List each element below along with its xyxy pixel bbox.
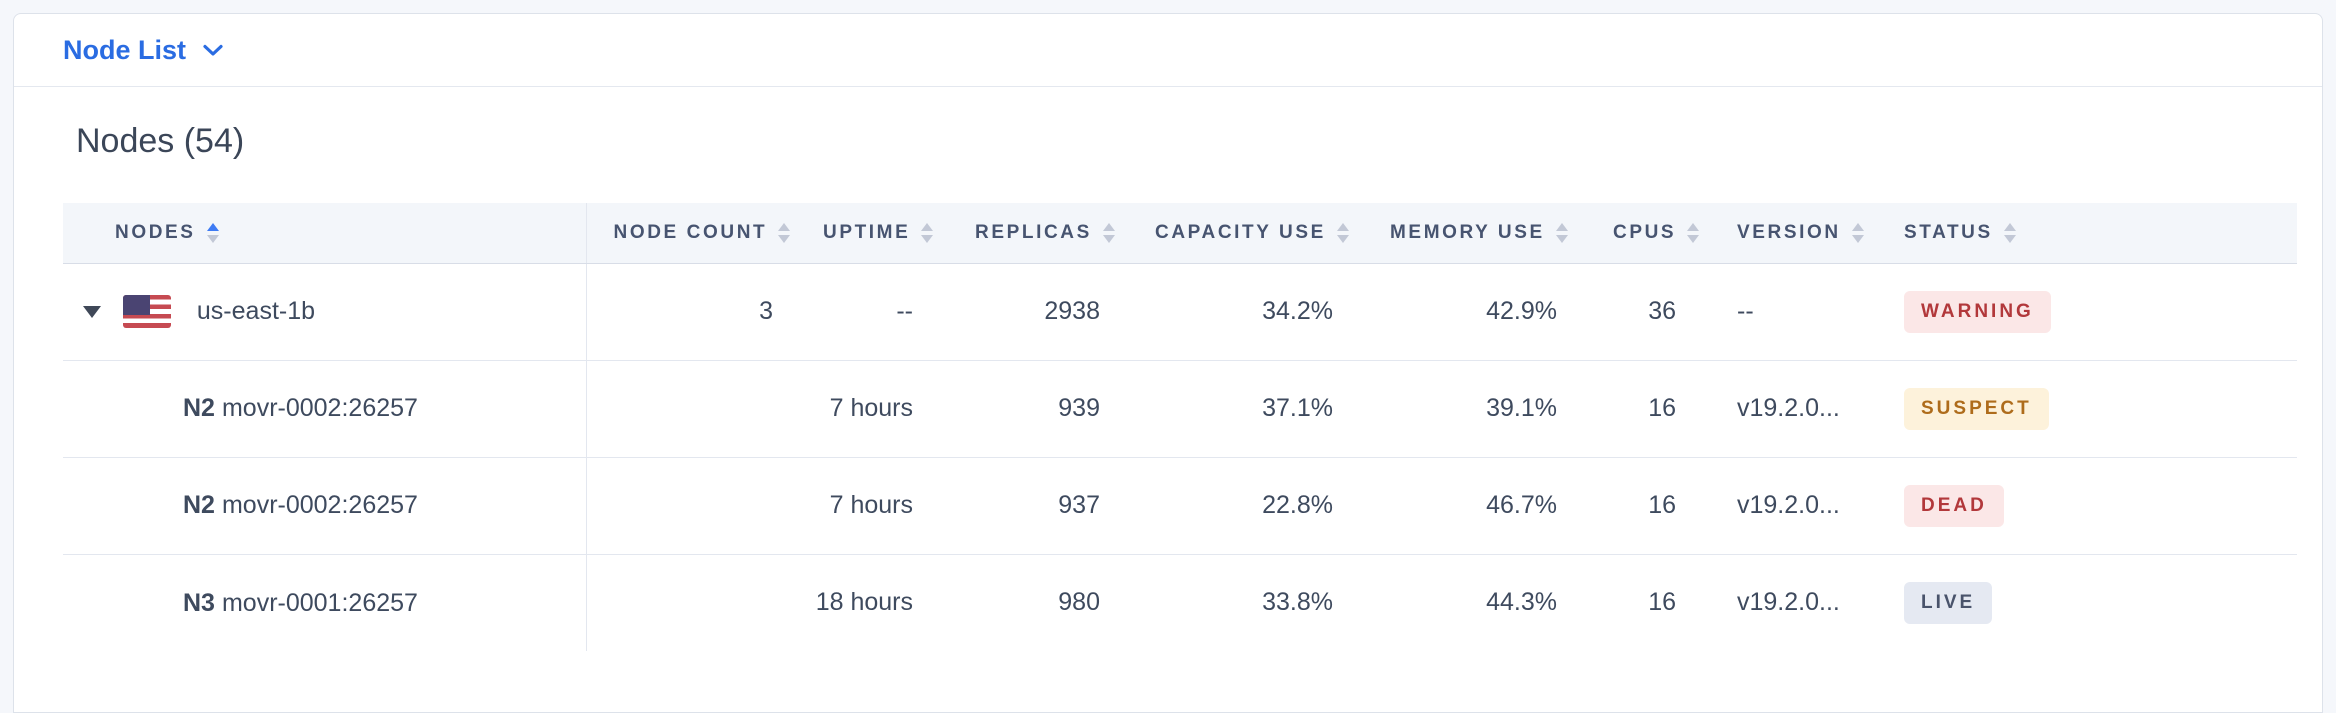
column-header-capacity-use[interactable]: CAPACITY USE [1130, 203, 1362, 264]
version-cell: v19.2.0... [1708, 457, 1878, 555]
capacity-use-cell: 37.1% [1130, 360, 1362, 458]
replicas-cell: 937 [947, 457, 1130, 555]
sort-icon [921, 222, 934, 243]
region-name: us-east-1b [196, 297, 316, 325]
status-cell: WARNING [1878, 263, 2297, 361]
node-id: N3 [183, 588, 215, 617]
column-header-version[interactable]: VERSION [1708, 203, 1878, 264]
view-switcher-bar: Node List [14, 14, 2322, 87]
column-label: NODE COUNT [613, 221, 768, 243]
capacity-use-cell: 34.2% [1130, 263, 1362, 361]
column-header-cpus[interactable]: CPUS [1589, 203, 1708, 264]
page-title: Nodes (54) [76, 122, 245, 160]
view-switcher-label: Node List [63, 34, 187, 65]
node-address: movr-0002:26257 [221, 394, 418, 423]
column-label: UPTIME [823, 221, 911, 243]
memory-use-cell: 42.9% [1362, 263, 1589, 361]
column-label: VERSION [1737, 221, 1841, 243]
column-label: STATUS [1904, 221, 1993, 243]
version-cell: -- [1708, 263, 1878, 361]
column-header-nodes[interactable]: NODES [63, 203, 587, 264]
replicas-cell: 980 [1058, 588, 1100, 617]
sort-icon [1851, 222, 1864, 243]
memory-use-cell: 46.7% [1362, 457, 1589, 555]
uptime-cell: -- [799, 263, 947, 361]
column-header-status[interactable]: STATUS [1878, 203, 2297, 264]
column-header-memory-use[interactable]: MEMORY USE [1362, 203, 1589, 264]
capacity-use-cell: 33.8% [1262, 588, 1333, 617]
table-row-node[interactable]: N2 movr-0002:26257 7 hours 939 37.1% 39.1… [63, 360, 2297, 458]
node-id: N2 [183, 394, 215, 423]
node-address: movr-0001:26257 [221, 588, 418, 617]
node-count-cell [586, 457, 799, 555]
sort-icon [778, 222, 791, 243]
us-flag-icon [122, 295, 171, 328]
uptime-cell: 18 hours [815, 588, 913, 617]
version-cell: v19.2.0... [1737, 588, 1840, 617]
version-cell: v19.2.0... [1708, 360, 1878, 458]
sort-icon [2003, 222, 2016, 243]
status-badge: WARNING [1904, 290, 2051, 333]
column-header-replicas[interactable]: REPLICAS [947, 203, 1130, 264]
uptime-cell: 7 hours [799, 457, 947, 555]
node-list-card: Node List Nodes (54) NODES [13, 13, 2323, 713]
replicas-cell: 2938 [947, 263, 1130, 361]
replicas-cell: 939 [947, 360, 1130, 458]
node-address: movr-0002:26257 [221, 491, 418, 520]
nodes-table: NODES NODE COUNT UPTIME [63, 203, 2297, 651]
node-name: N2 movr-0002:26257 [83, 394, 418, 422]
sort-icon [1687, 222, 1700, 243]
table-row-node[interactable]: N2 movr-0002:26257 7 hours 937 22.8% 46.7… [63, 457, 2297, 555]
status-cell: DEAD [1878, 457, 2297, 555]
sort-icon [1102, 222, 1115, 243]
node-count-cell: 3 [586, 263, 799, 361]
cpus-cell: 16 [1648, 588, 1676, 617]
status-cell: LIVE [1878, 554, 2297, 651]
column-header-node-count[interactable]: NODE COUNT [586, 203, 799, 264]
collapse-caret-icon[interactable] [83, 305, 101, 318]
table-header-row: NODES NODE COUNT UPTIME [63, 203, 2297, 264]
column-header-uptime[interactable]: UPTIME [799, 203, 947, 264]
capacity-use-cell: 22.8% [1130, 457, 1362, 555]
memory-use-cell: 44.3% [1486, 588, 1557, 617]
sort-icon [1555, 222, 1568, 243]
chevron-down-icon [203, 44, 223, 56]
status-badge: LIVE [1904, 581, 1993, 624]
column-label: REPLICAS [975, 221, 1092, 243]
status-cell: SUSPECT [1878, 360, 2297, 458]
node-id: N2 [183, 491, 215, 520]
uptime-cell: 7 hours [799, 360, 947, 458]
node-name: N3 movr-0001:26257 [83, 589, 418, 617]
node-name: N2 movr-0002:26257 [83, 491, 418, 519]
table-row-region[interactable]: us-east-1b 3 -- 2938 34.2% 42.9% 36 -- W… [63, 263, 2297, 361]
column-label: MEMORY USE [1390, 221, 1545, 243]
view-switcher-dropdown[interactable]: Node List [63, 35, 224, 66]
cpus-cell: 16 [1589, 360, 1708, 458]
status-badge: DEAD [1904, 484, 2004, 527]
nodes-content: Nodes (54) NODES NODE [14, 87, 2322, 651]
cpus-cell: 16 [1589, 457, 1708, 555]
column-label: NODES [115, 221, 196, 243]
cpus-cell: 36 [1589, 263, 1708, 361]
node-count-cell [586, 554, 799, 651]
node-count-cell [586, 360, 799, 458]
memory-use-cell: 39.1% [1362, 360, 1589, 458]
column-label: CAPACITY USE [1155, 221, 1326, 243]
column-label: CPUS [1613, 221, 1677, 243]
status-badge: SUSPECT [1904, 387, 2049, 430]
sort-icon [206, 222, 219, 243]
table-row-node[interactable]: N3 movr-0001:26257 18 hours 980 33.8% 44.… [63, 554, 2297, 651]
sort-icon [1336, 222, 1349, 243]
